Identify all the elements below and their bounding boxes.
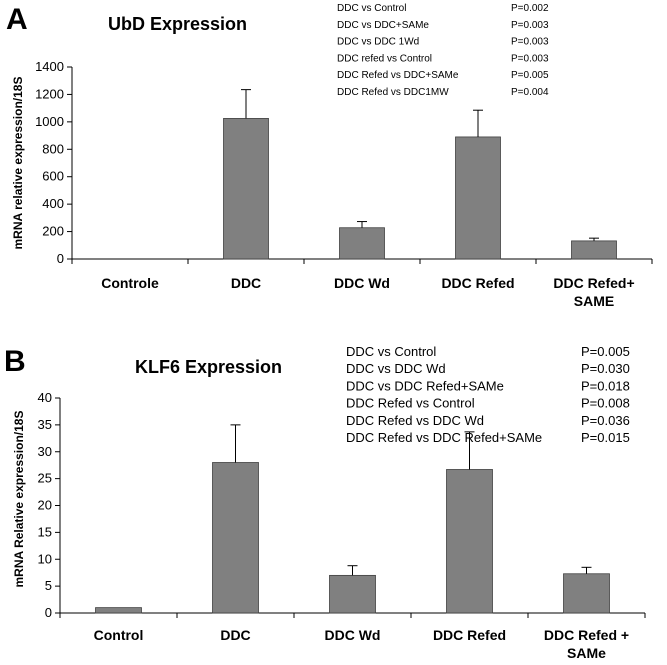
annotations-b: DDC vs Control P=0.005 DDC vs DDC Wd P=0.03… — [346, 344, 630, 445]
x-tick-label: DDC Refed + — [544, 627, 629, 643]
y-tick-label: 15 — [38, 524, 52, 539]
bar — [212, 462, 259, 614]
y-tick-label: 600 — [42, 169, 64, 184]
y-tick-label: 0 — [57, 251, 64, 266]
bar — [339, 227, 385, 260]
annotation-p-value: P=0.003 — [511, 37, 549, 48]
annotation-label: DDC vs DDC+SAMe — [337, 20, 429, 31]
y-tick-label: 25 — [38, 471, 52, 486]
annotation-label: DDC vs DDC Wd — [346, 361, 446, 376]
annotation-p-value: P=0.018 — [581, 378, 630, 393]
x-tick-label: DDC Refed — [441, 275, 514, 291]
plot-a: 0 200 400 600 800 1000 1200 1400 Controle DDC DDC … — [35, 59, 653, 309]
y-tick-label: 40 — [38, 390, 52, 405]
annotation-label: DDC Refed vs DDC+SAMe — [337, 70, 459, 81]
bar — [95, 607, 142, 614]
y-tick-label: 5 — [45, 578, 52, 593]
annotation-p-value: P=0.008 — [581, 396, 630, 411]
bar — [329, 574, 376, 614]
annotation-label: DDC Refed vs DDC Refed+SAMe — [346, 430, 542, 445]
x-tick-label: DDC — [231, 275, 261, 291]
x-tick-label: Control — [94, 627, 144, 643]
y-tick-label: 30 — [38, 444, 52, 459]
annotations-a: DDC vs Control P=0.002 DDC vs DDC+SAMe P=0.… — [337, 3, 549, 98]
annotation-label: DDC vs Control — [337, 3, 406, 14]
x-tick-label: Controle — [101, 275, 159, 291]
x-tick-label: DDC Refed — [433, 627, 506, 643]
y-tick-label: 1400 — [35, 59, 64, 74]
ylabel-b: mRNA Relative expression/18S — [12, 411, 26, 588]
ylabel-a: mRNA relative expression/18S — [11, 77, 25, 250]
annotation-label: DDC Refed vs DDC Wd — [346, 413, 484, 428]
y-tick-label: 200 — [42, 224, 64, 239]
panel-letter-b: B — [4, 345, 26, 378]
x-tick-label: DDC — [220, 627, 250, 643]
annotation-label: DDC Refed vs DDC1MW — [337, 87, 449, 98]
y-tick-label: 1200 — [35, 86, 64, 101]
y-tick-label: 400 — [42, 196, 64, 211]
annotation-label: DDC refed vs Control — [337, 53, 432, 64]
bar — [571, 240, 617, 260]
y-tick-label: 10 — [38, 551, 52, 566]
annotation-label: DDC vs Control — [346, 344, 436, 359]
y-tick-label: 35 — [38, 417, 52, 432]
annotation-label: DDC vs DDC Refed+SAMe — [346, 378, 504, 393]
y-tick-label: 1000 — [35, 114, 64, 129]
chart-title-b: KLF6 Expression — [135, 357, 282, 377]
annotation-p-value: P=0.036 — [581, 413, 630, 428]
annotation-p-value: P=0.030 — [581, 361, 630, 376]
y-tick-label: 800 — [42, 141, 64, 156]
annotation-p-value: P=0.004 — [511, 87, 549, 98]
bar — [563, 573, 610, 614]
annotation-label: DDC vs DDC 1Wd — [337, 37, 419, 48]
annotation-p-value: P=0.015 — [581, 430, 630, 445]
x-tick-label: SAMe — [567, 645, 606, 661]
bar — [455, 136, 501, 260]
annotation-p-value: P=0.003 — [511, 53, 549, 64]
x-tick-label: DDC Refed+ — [553, 275, 634, 291]
y-tick-label: 0 — [45, 605, 52, 620]
annotation-p-value: P=0.003 — [511, 20, 549, 31]
x-tick-label: DDC Wd — [334, 275, 390, 291]
panel-b: B KLF6 Expression DDC vs Control P=0.005D… — [4, 344, 646, 661]
y-tick-label: 20 — [38, 498, 52, 513]
bar — [223, 118, 269, 260]
panel-a: A UbD Expression DDC vs Control P=0.002DD… — [6, 3, 653, 309]
plot-b: 0 5 10 15 20 25 30 35 40 Control DDC DDC Wd DDC Refe… — [38, 390, 646, 661]
annotation-p-value: P=0.002 — [511, 3, 549, 14]
panel-letter-a: A — [6, 3, 28, 36]
annotation-p-value: P=0.005 — [511, 70, 549, 81]
x-tick-label: SAME — [574, 293, 614, 309]
annotation-p-value: P=0.005 — [581, 344, 630, 359]
bar — [446, 469, 493, 614]
x-tick-label: DDC Wd — [325, 627, 381, 643]
annotation-label: DDC Refed vs Control — [346, 396, 475, 411]
chart-title-a: UbD Expression — [108, 14, 247, 34]
